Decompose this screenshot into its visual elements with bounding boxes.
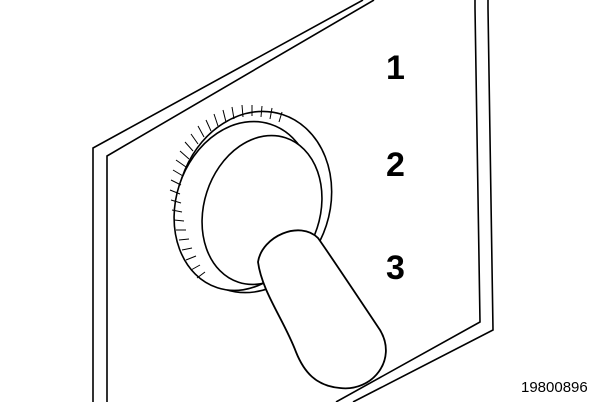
figure-code: 19800896	[521, 379, 588, 396]
position-label-2: 2	[386, 146, 405, 184]
panel-outer-right-edge	[352, 0, 494, 402]
toggle-lever	[257, 229, 387, 390]
panel-inner-right-edge	[335, 0, 481, 402]
panel-outline	[92, 0, 494, 402]
lever-body	[257, 229, 387, 390]
panel-inner-edge	[106, 0, 375, 402]
position-label-1: 1	[386, 49, 405, 87]
panel-outer-edge	[92, 0, 364, 402]
position-label-3: 3	[386, 249, 405, 287]
ring-knurling	[169, 104, 283, 279]
